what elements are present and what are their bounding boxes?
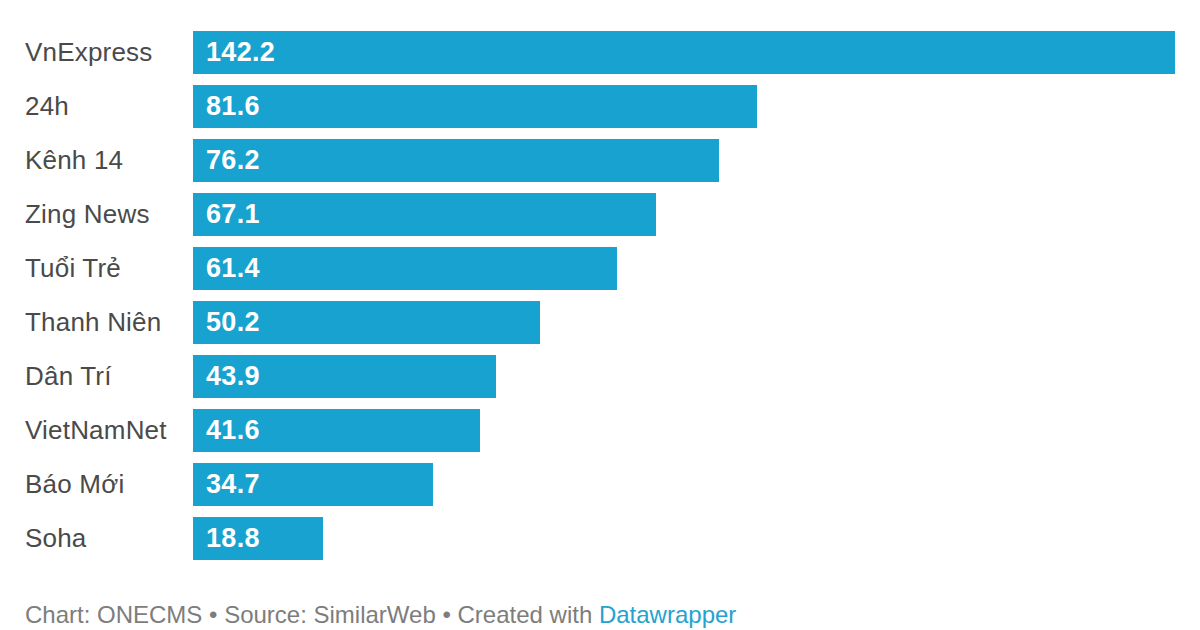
- bar: 76.2: [193, 139, 719, 182]
- bar-value-label: 41.6: [193, 415, 260, 446]
- category-label: Báo Mới: [0, 469, 193, 500]
- footer-chart-credit: Chart: ONECMS: [25, 601, 202, 628]
- category-label: Zing News: [0, 199, 193, 230]
- chart-row: Zing News 67.1: [0, 187, 1200, 241]
- bar: 61.4: [193, 247, 617, 290]
- category-label: VietNamNet: [0, 415, 193, 446]
- category-label: 24h: [0, 91, 193, 122]
- chart-row: VnExpress 142.2: [0, 25, 1200, 79]
- chart-row: Báo Mới 34.7: [0, 457, 1200, 511]
- category-label: Kênh 14: [0, 145, 193, 176]
- chart-row: Tuổi Trẻ 61.4: [0, 241, 1200, 295]
- bar-value-label: 81.6: [193, 91, 260, 122]
- footer-source-credit: Source: SimilarWeb: [224, 601, 436, 628]
- bar: 18.8: [193, 517, 323, 560]
- category-label: Dân Trí: [0, 361, 193, 392]
- chart-row: Thanh Niên 50.2: [0, 295, 1200, 349]
- bar: 43.9: [193, 355, 496, 398]
- bar-value-label: 67.1: [193, 199, 260, 230]
- chart-row: VietNamNet 41.6: [0, 403, 1200, 457]
- footer-separator: •: [442, 601, 450, 628]
- bar: 34.7: [193, 463, 433, 506]
- category-label: Tuổi Trẻ: [0, 253, 193, 284]
- bar-value-label: 50.2: [193, 307, 260, 338]
- bar-value-label: 76.2: [193, 145, 260, 176]
- category-label: Soha: [0, 523, 193, 554]
- datawrapper-link[interactable]: Datawrapper: [599, 601, 736, 628]
- chart-row: Dân Trí 43.9: [0, 349, 1200, 403]
- bar: 142.2: [193, 31, 1175, 74]
- footer-created-with: Created with: [458, 601, 593, 628]
- category-label: VnExpress: [0, 37, 193, 68]
- bar-value-label: 142.2: [193, 37, 275, 68]
- bar: 41.6: [193, 409, 480, 452]
- bar: 50.2: [193, 301, 540, 344]
- bar-value-label: 18.8: [193, 523, 260, 554]
- bar: 67.1: [193, 193, 656, 236]
- chart-row: 24h 81.6: [0, 79, 1200, 133]
- chart-row: Kênh 14 76.2: [0, 133, 1200, 187]
- bar-chart-rows: VnExpress 142.2 24h 81.6 Kênh 14 76.2 Zi…: [0, 25, 1200, 565]
- chart-footer: Chart: ONECMS • Source: SimilarWeb • Cre…: [25, 601, 1175, 629]
- category-label: Thanh Niên: [0, 307, 193, 338]
- bar-chart: VnExpress 142.2 24h 81.6 Kênh 14 76.2 Zi…: [0, 0, 1200, 630]
- bar-value-label: 34.7: [193, 469, 260, 500]
- bar: 81.6: [193, 85, 757, 128]
- chart-row: Soha 18.8: [0, 511, 1200, 565]
- bar-value-label: 43.9: [193, 361, 260, 392]
- footer-separator: •: [209, 601, 217, 628]
- bar-value-label: 61.4: [193, 253, 260, 284]
